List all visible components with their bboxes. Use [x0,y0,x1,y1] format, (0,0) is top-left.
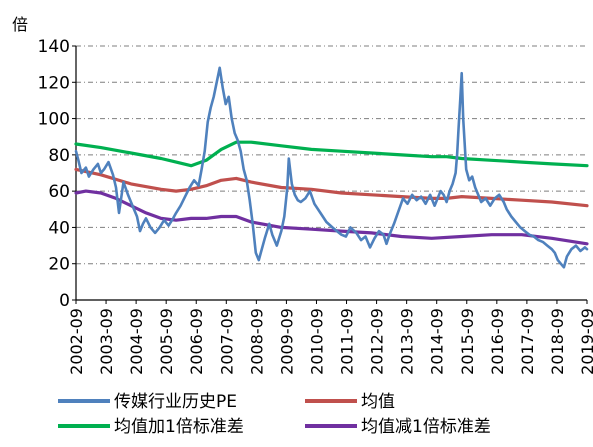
x-tick-label: 2004-09 [127,308,146,375]
legend-label: 均值减1倍标准差 [361,417,491,437]
y-axis-unit-label: 倍 [12,15,28,34]
y-tick-label: 20 [48,255,70,275]
x-tick-labels: 2002-09 2003-09 2004-09 2005-09 2006-09 2007-… [67,308,593,375]
x-tick-label: 2008-09 [247,308,266,375]
x-tick-label: 2013-09 [398,308,417,375]
x-tick-label: 2014-09 [428,308,447,375]
x-tick-label: 2019-09 [578,308,593,375]
x-tick-label: 2009-09 [277,308,296,375]
y-tick-label: 0 [59,291,70,311]
series-line-4 [74,189,589,246]
x-tick-label: 2011-09 [338,308,357,375]
y-tick-label: 140 [38,37,70,57]
x-tick-label: 2005-09 [157,308,176,375]
series-line-3 [74,140,589,168]
x-tick-label: 2003-09 [97,308,116,375]
legend-label: 均值加1倍标准差 [114,417,244,437]
x-tick-label: 2012-09 [368,308,387,375]
x-tick-label: 2017-09 [518,308,537,375]
y-tick-label: 120 [38,73,70,93]
series-line-1 [74,66,589,269]
x-tick-label: 2006-09 [187,308,206,375]
legend-label: 均值 [361,392,395,412]
x-tick-label: 2015-09 [458,308,477,375]
x-tick-label: 2018-09 [548,308,567,375]
y-tick-labels: 0 20 40 60 80 100 120 140 [38,37,70,311]
y-tick-label: 80 [48,146,70,166]
x-tick-label: 2016-09 [488,308,507,375]
y-tick-label: 60 [48,182,70,202]
x-tick-label: 2010-09 [307,308,326,375]
x-tick-label: 2002-09 [67,308,86,375]
axes [72,45,588,304]
y-tick-label: 100 [38,110,70,130]
series-line-2 [74,167,589,208]
series-lines [74,66,589,269]
y-tick-label: 40 [48,218,70,238]
x-tick-label: 2007-09 [217,308,236,375]
legend-label: 传媒行业历史PE [114,392,237,412]
